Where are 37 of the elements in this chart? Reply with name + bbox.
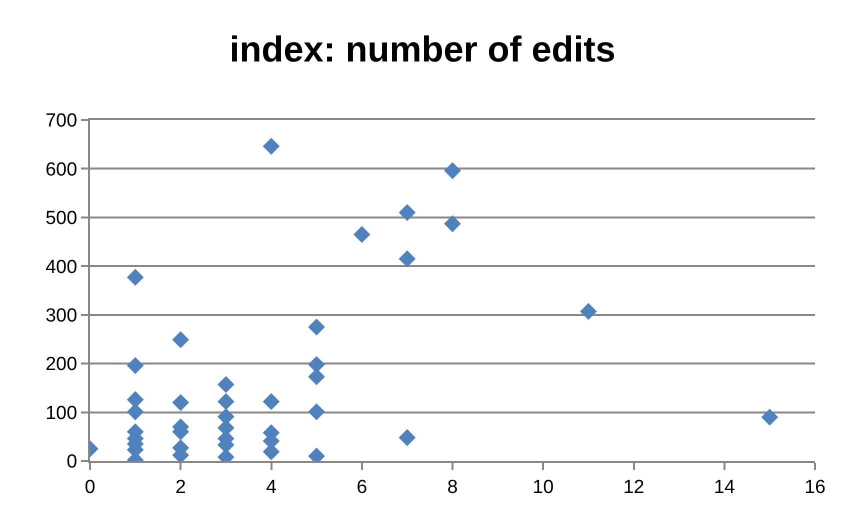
point — [398, 429, 416, 446]
y-tick-label: 300 — [45, 306, 78, 327]
x-tick-label: 16 — [804, 476, 826, 498]
point — [398, 204, 416, 222]
x-tick-label: 12 — [623, 476, 644, 498]
point — [172, 331, 190, 348]
point — [262, 138, 280, 155]
y-tick-label: 0 — [66, 452, 78, 473]
point — [217, 393, 234, 410]
y-tick-label: 600 — [45, 159, 78, 180]
y-tick-label: 400 — [45, 256, 78, 278]
point — [761, 408, 778, 426]
y-tick-label: 700 — [45, 110, 78, 132]
x-tick-label: 14 — [714, 476, 736, 498]
x-tick-label: 8 — [447, 476, 458, 498]
x-tick-label: 6 — [356, 476, 368, 498]
point — [398, 250, 416, 268]
point — [580, 303, 597, 320]
point — [308, 318, 326, 336]
y-tick-label: 100 — [45, 402, 78, 424]
x-tick-label: 10 — [532, 476, 554, 498]
point — [353, 226, 370, 243]
y-tick-label: 200 — [45, 354, 78, 376]
point — [444, 162, 461, 180]
point — [126, 268, 144, 286]
point — [126, 357, 144, 374]
chart-title: index: number of edits — [229, 28, 616, 70]
x-tick-label: 0 — [84, 476, 96, 498]
point — [444, 215, 461, 232]
y-tick-label: 500 — [45, 208, 78, 230]
point — [262, 393, 280, 410]
point — [172, 394, 190, 411]
point — [308, 356, 326, 373]
point — [217, 376, 234, 393]
x-tick-label: 4 — [266, 476, 277, 498]
x-tick-label: 2 — [175, 476, 186, 498]
point — [308, 403, 326, 420]
